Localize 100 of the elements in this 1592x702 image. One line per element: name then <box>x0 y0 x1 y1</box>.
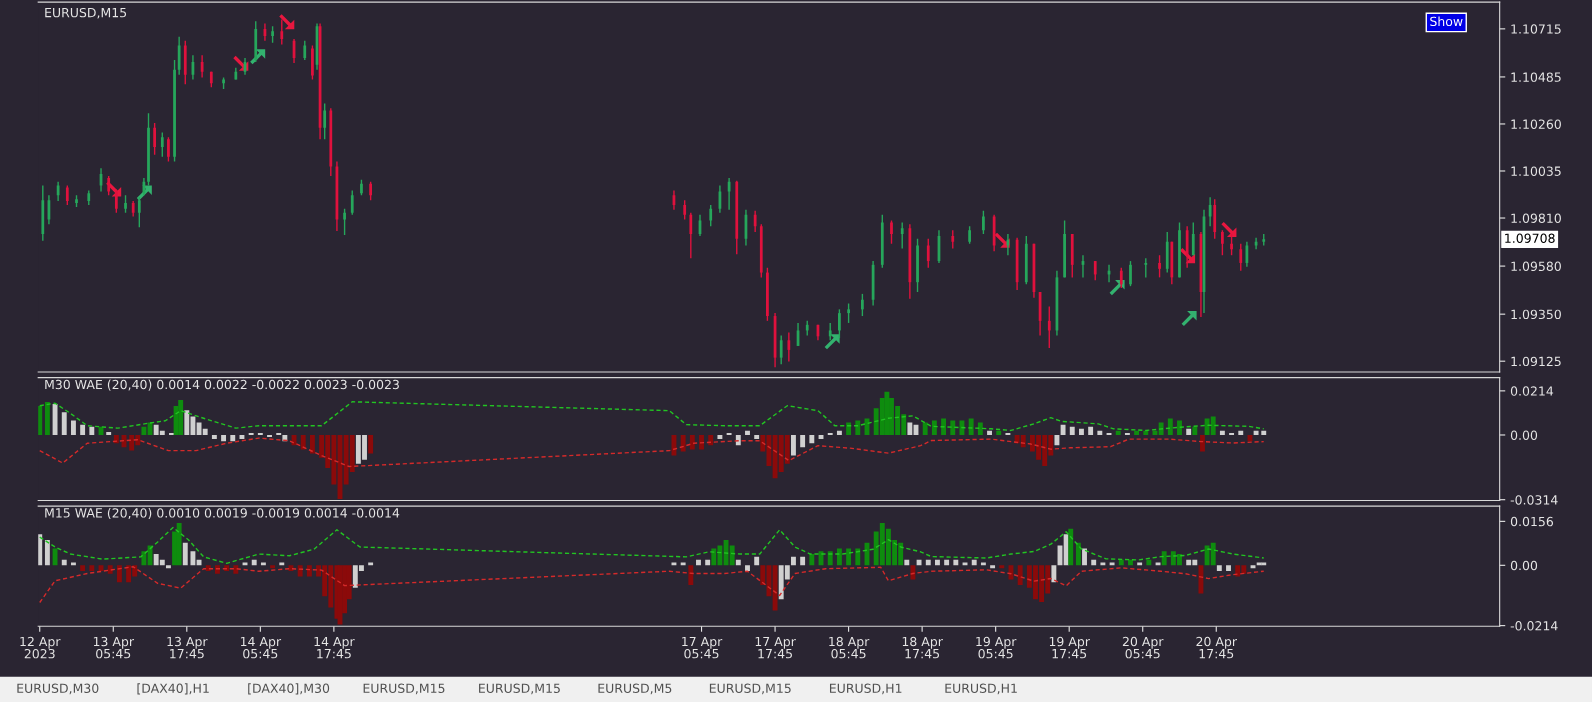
bar <box>44 402 50 435</box>
bar <box>717 434 723 440</box>
text: EURUSD,M15 <box>709 683 791 695</box>
bar <box>680 434 686 452</box>
bar <box>1060 424 1066 435</box>
bar <box>1167 418 1173 435</box>
candlestick <box>1063 219 1066 279</box>
bar <box>689 434 695 450</box>
bar <box>1005 432 1011 435</box>
line-series <box>39 526 1265 565</box>
candlestick <box>222 76 225 90</box>
line-series <box>39 401 1265 432</box>
bar <box>89 565 95 571</box>
bar <box>297 565 303 577</box>
bar <box>233 565 239 574</box>
text: 1.09708 <box>1505 233 1555 243</box>
candlestick <box>1239 243 1243 272</box>
x-tick-label: 19 Apr 05:45 <box>976 636 1017 659</box>
bar <box>827 432 833 435</box>
x-tick-label: 19 Apr 17:45 <box>1049 636 1090 659</box>
candlestick <box>350 189 354 216</box>
candlestick <box>160 131 164 158</box>
bar <box>800 434 806 448</box>
candlestick <box>787 331 791 363</box>
bar <box>855 420 861 435</box>
bar <box>922 422 928 435</box>
bar <box>800 556 806 566</box>
bar <box>1261 430 1267 435</box>
bar <box>980 562 986 566</box>
bar <box>1115 430 1121 435</box>
candlestick <box>323 102 327 140</box>
bar <box>1097 430 1103 435</box>
candlestick <box>1047 305 1051 349</box>
y-tick-label: 0.0156 <box>1510 516 1554 527</box>
x-tick-label: 14 Apr 17:45 <box>314 636 355 659</box>
candlestick <box>1093 260 1097 281</box>
bar <box>907 422 913 435</box>
bar <box>931 420 937 435</box>
bar <box>205 565 211 571</box>
bar <box>89 426 95 435</box>
bar <box>1253 430 1259 435</box>
candlestick <box>1144 257 1148 279</box>
bar <box>941 418 947 435</box>
candlestick <box>173 59 176 163</box>
bar <box>309 434 315 454</box>
x-tick-label: 20 Apr 05:45 <box>1122 636 1164 659</box>
bar <box>169 432 174 435</box>
bar <box>178 399 184 435</box>
bar <box>699 434 704 450</box>
bar <box>176 523 182 566</box>
candlestick <box>343 208 346 236</box>
bar <box>1069 426 1075 435</box>
bar <box>729 545 735 566</box>
candlestick <box>847 302 850 324</box>
text: EURUSD,M15 <box>479 683 560 695</box>
bar <box>1100 562 1106 566</box>
bar <box>1198 565 1204 594</box>
bar <box>1192 426 1198 435</box>
bar <box>996 430 1002 435</box>
text: EURUSD,M30 <box>17 683 99 695</box>
bar <box>745 430 750 435</box>
bar <box>1088 426 1094 435</box>
text: EURUSD,H1 <box>829 683 902 695</box>
bar <box>1219 430 1225 435</box>
bar <box>141 426 147 435</box>
bar <box>990 565 996 569</box>
text: EURUSD,H1 <box>945 683 1017 695</box>
x-tick-label: 17 Apr 17:45 <box>755 636 796 659</box>
y-tick-label: 1.09810 <box>1511 213 1561 223</box>
bar <box>248 432 254 435</box>
bar <box>1079 428 1084 435</box>
text: EURUSD,M5 <box>598 683 672 695</box>
bar <box>80 565 86 571</box>
bar <box>772 565 778 611</box>
bar <box>257 432 263 435</box>
bar <box>791 434 796 456</box>
bar <box>1261 562 1267 566</box>
candlestick <box>1208 196 1212 227</box>
bar <box>745 565 750 571</box>
bar <box>80 424 86 435</box>
bar <box>221 434 227 442</box>
bar <box>1177 420 1182 435</box>
candlestick <box>75 194 78 208</box>
bar <box>1229 432 1235 435</box>
bar <box>1068 528 1074 566</box>
bar <box>260 562 266 566</box>
bar <box>987 430 992 435</box>
x-tick-label: 13 Apr 05:45 <box>93 636 135 659</box>
bar <box>61 412 67 435</box>
bar <box>116 565 122 583</box>
bar <box>1186 428 1192 435</box>
bar <box>968 418 974 435</box>
candlestick <box>200 54 204 79</box>
candlestick <box>916 238 919 293</box>
bar <box>368 434 374 454</box>
y-tick-label: 1.09350 <box>1511 309 1561 320</box>
bar <box>1238 430 1244 435</box>
bar <box>270 565 276 569</box>
bar <box>279 562 285 566</box>
bar <box>211 434 217 440</box>
